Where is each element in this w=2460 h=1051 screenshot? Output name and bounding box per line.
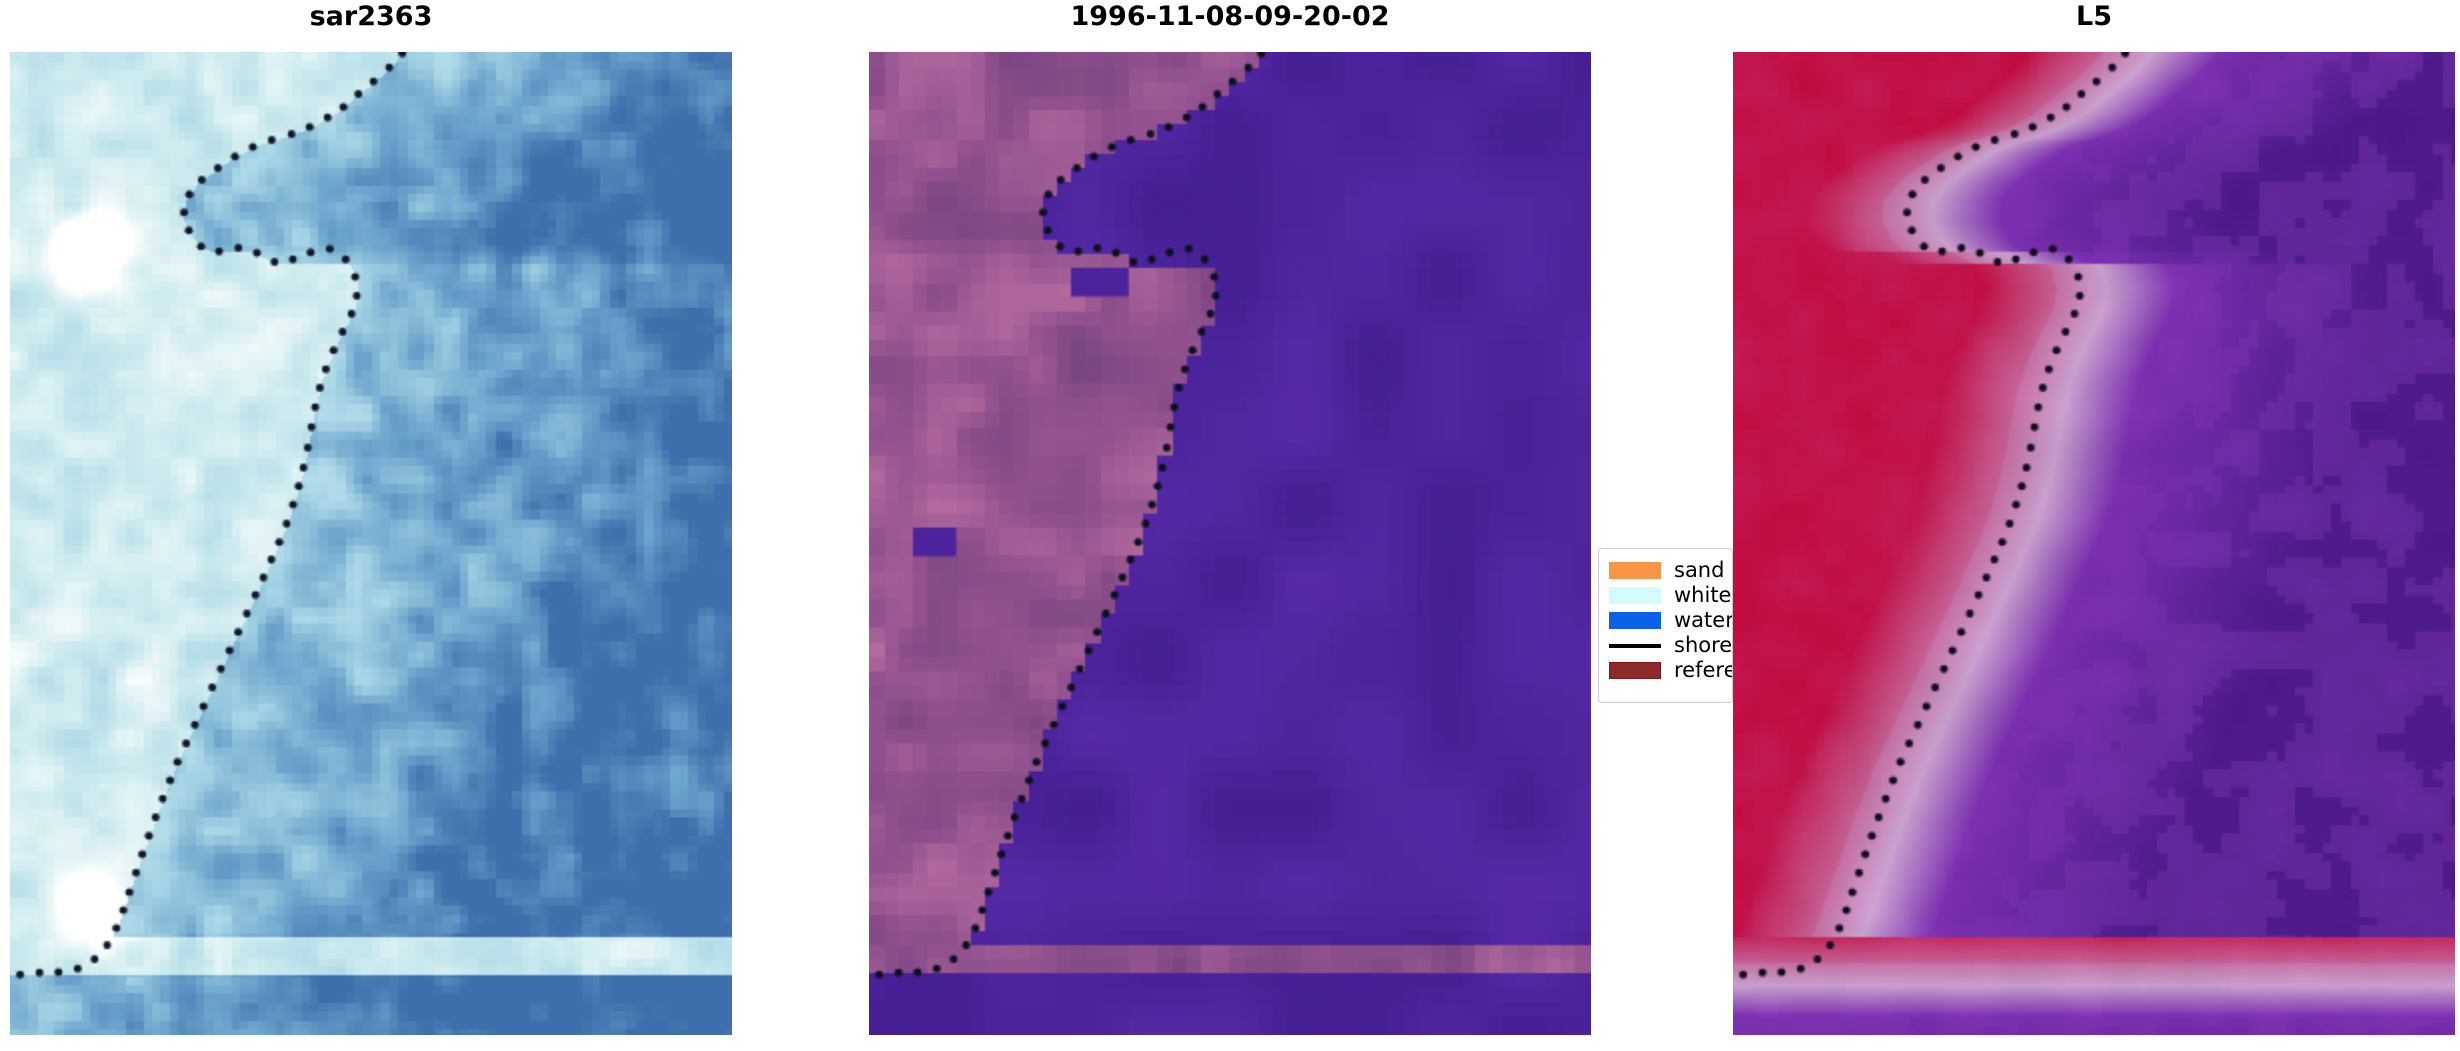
panel-title-sar2363: sar2363 xyxy=(309,1,433,32)
panel-title-l5: L5 xyxy=(2076,1,2112,32)
legend-label-reference: reference xyxy=(1674,658,1732,682)
legend-item-reference: reference xyxy=(1609,658,1732,683)
legend-label-shoreline: shoreline xyxy=(1674,633,1733,657)
panel-l5: L5 xyxy=(1733,0,2455,1035)
reference-swatch-icon xyxy=(1609,662,1661,679)
legend-item-water: water xyxy=(1609,608,1732,633)
legend-label-water: water xyxy=(1674,608,1733,632)
legend-item-shoreline: shoreline xyxy=(1609,633,1732,658)
water-swatch-icon xyxy=(1609,612,1661,629)
panel-title-classified: 1996-11-08-09-20-02 xyxy=(1070,1,1390,32)
shoreline-line-icon xyxy=(1609,643,1661,648)
panel-classified: 1996-11-08-09-20-02 xyxy=(869,0,1591,1035)
whitewater-swatch-icon xyxy=(1609,587,1661,604)
panel-image-classified[interactable] xyxy=(869,52,1591,1035)
sand-swatch-icon xyxy=(1609,562,1661,579)
legend-label-sand: sand xyxy=(1674,558,1725,582)
panel-image-sar2363[interactable] xyxy=(10,52,732,1035)
panel-image-l5[interactable] xyxy=(1733,52,2455,1035)
legend-item-sand: sand xyxy=(1609,558,1725,583)
panel-sar2363: sar2363 xyxy=(10,0,732,1035)
